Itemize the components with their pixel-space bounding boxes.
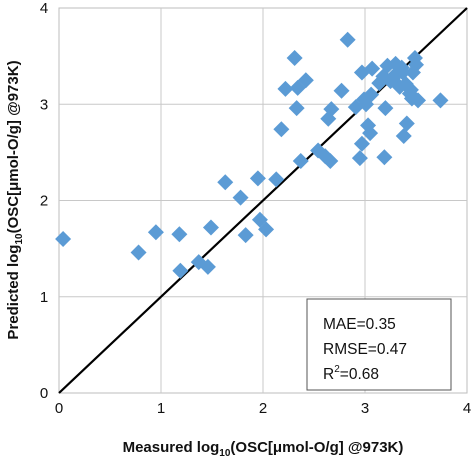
data-point [398, 115, 415, 132]
data-point [202, 219, 219, 236]
y-tick-label: 3 [40, 96, 48, 113]
data-point [292, 153, 309, 170]
stat-r2-superscript: 2 [334, 364, 340, 375]
data-point [339, 31, 356, 48]
data-point [217, 174, 234, 191]
data-point [286, 50, 303, 67]
data-point [395, 128, 412, 145]
data-point [237, 227, 254, 244]
data-point [364, 60, 381, 77]
x-axis-title-rest: (OSC[μmol-O/g] @973K) [230, 439, 403, 456]
data-point [199, 258, 216, 275]
x-axis-title: Measured log10(OSC[μmol-O/g] @973K) [123, 439, 404, 459]
data-point [410, 92, 427, 109]
y-tick-label: 0 [40, 385, 48, 402]
data-point [232, 189, 249, 206]
data-point [55, 231, 72, 247]
data-point [288, 100, 305, 117]
data-point [277, 80, 294, 97]
data-point [268, 171, 285, 188]
y-tick-label: 4 [40, 0, 48, 17]
y-axis-title-main: Predicted log [5, 245, 22, 340]
x-tick-label: 0 [55, 400, 63, 417]
data-point [322, 153, 339, 170]
y-tick-label: 1 [40, 289, 48, 306]
stat-r2-symbol: R [323, 366, 334, 383]
data-point [130, 244, 147, 261]
data-point [323, 101, 340, 118]
y-tick-label: 2 [40, 193, 48, 210]
x-tick-label: 3 [361, 400, 369, 417]
x-axis-title-main: Measured log [123, 439, 220, 456]
data-point [249, 170, 266, 187]
stat-r2: R2=0.68 [323, 364, 379, 383]
data-point [362, 125, 379, 142]
data-point [258, 221, 275, 238]
y-axis-title-rest: (OSC[μmol-O/g] @973K) [5, 60, 22, 233]
data-points [55, 31, 449, 279]
data-point [147, 224, 164, 241]
y-tick-labels: 0 1 2 3 4 [40, 0, 48, 402]
stat-mae: MAE=0.35 [323, 316, 396, 333]
x-tick-labels: 0 1 2 3 4 [55, 400, 471, 417]
data-point [432, 92, 449, 109]
stats-box: MAE=0.35 RMSE=0.47 R2=0.68 [306, 298, 452, 391]
data-point [377, 100, 394, 117]
x-tick-label: 4 [463, 400, 471, 417]
data-point [353, 135, 370, 152]
y-axis-title-subscript: 10 [14, 233, 25, 245]
x-tick-label: 2 [259, 400, 267, 417]
data-point [297, 72, 314, 89]
data-point [171, 226, 188, 243]
data-point [394, 64, 411, 81]
data-point [351, 150, 368, 167]
data-point [363, 86, 380, 103]
data-point [333, 82, 350, 99]
stat-rmse: RMSE=0.47 [323, 341, 407, 358]
x-axis-title-subscript: 10 [219, 448, 231, 459]
data-point [273, 121, 290, 138]
data-point [172, 262, 189, 279]
x-tick-label: 1 [157, 400, 165, 417]
stat-r2-value: =0.68 [340, 366, 379, 383]
data-point [376, 149, 393, 166]
y-axis-title: Predicted log10(OSC[μmol-O/g] @973K) [5, 60, 25, 339]
stats-box-border [306, 298, 452, 391]
data-point [408, 56, 424, 73]
